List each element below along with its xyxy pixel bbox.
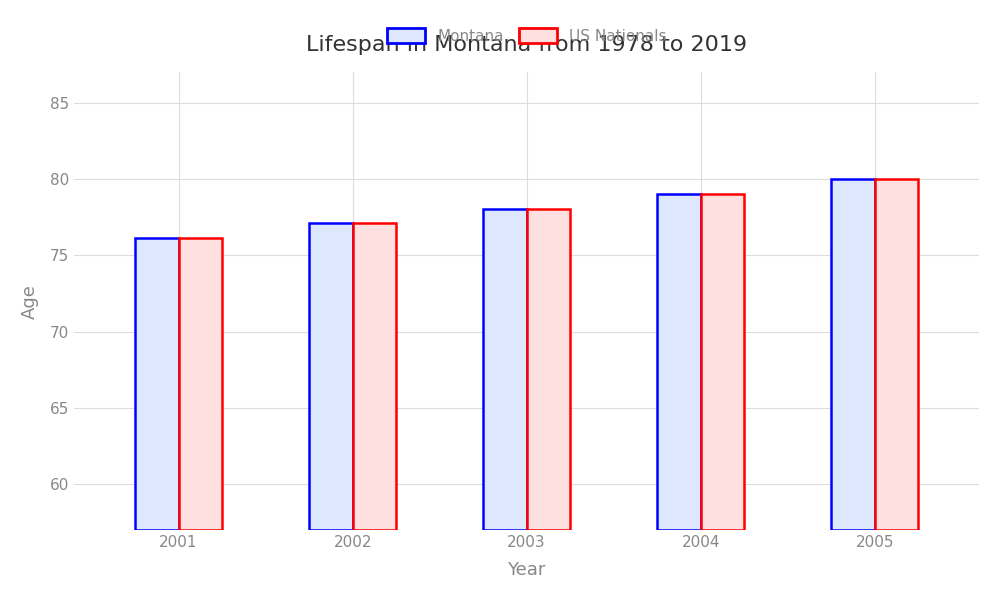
Bar — [527, 209, 570, 530]
Bar — [483, 209, 527, 530]
Bar — [135, 238, 179, 530]
Bar — [179, 238, 222, 530]
Bar — [353, 223, 396, 530]
Bar — [657, 194, 701, 530]
X-axis label: Year: Year — [507, 561, 546, 579]
Bar — [831, 179, 875, 530]
Bar — [875, 179, 918, 530]
Legend: Montana, US Nationals: Montana, US Nationals — [379, 20, 674, 52]
Y-axis label: Age: Age — [21, 284, 39, 319]
Bar — [701, 194, 744, 530]
Title: Lifespan in Montana from 1978 to 2019: Lifespan in Montana from 1978 to 2019 — [306, 35, 747, 55]
Bar — [309, 223, 353, 530]
